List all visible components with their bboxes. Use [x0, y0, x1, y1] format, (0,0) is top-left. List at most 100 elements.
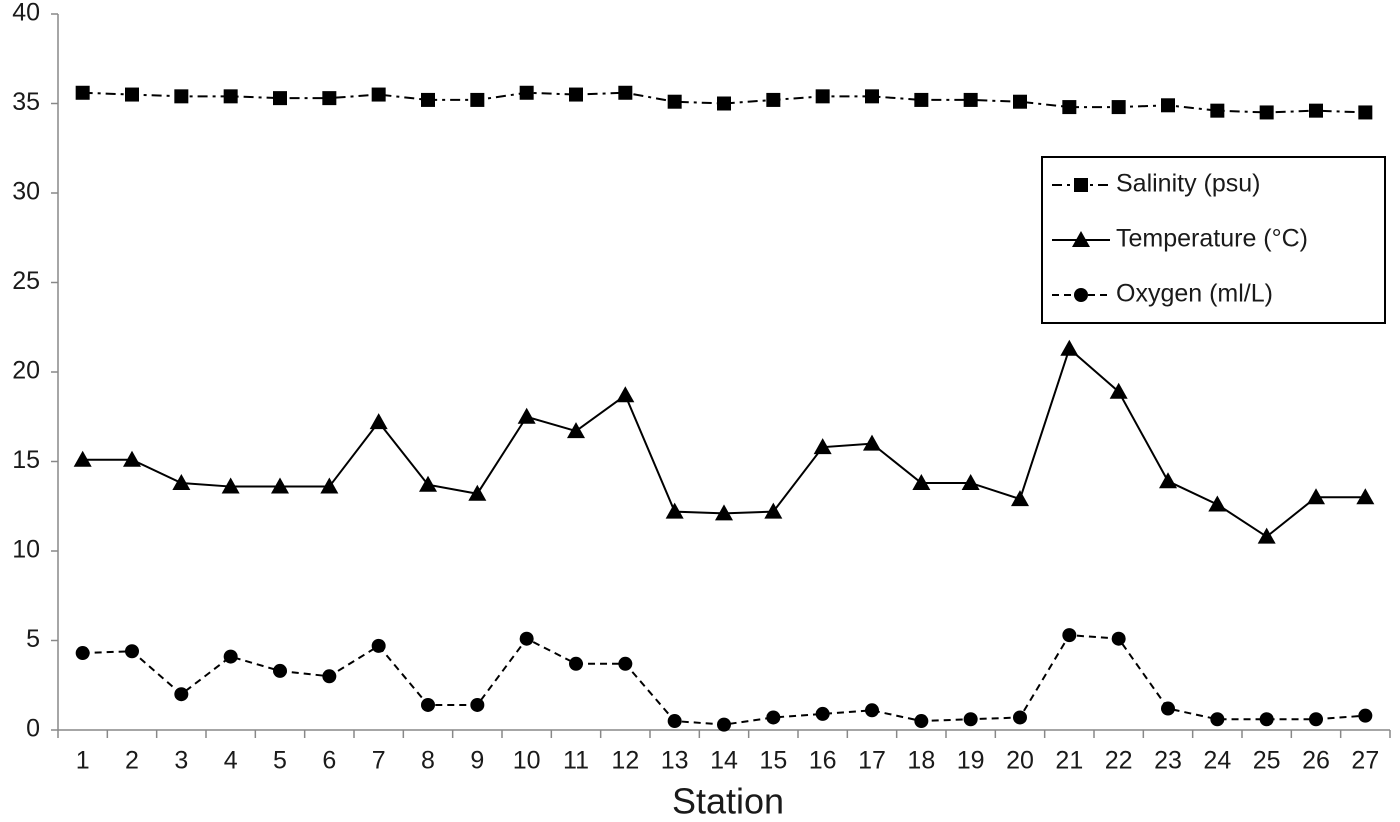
marker-triangle [715, 504, 733, 521]
marker-triangle [1356, 488, 1375, 505]
marker-triangle [813, 438, 832, 455]
marker-triangle [1011, 490, 1029, 507]
marker-square [1062, 100, 1077, 115]
marker-triangle [764, 502, 783, 519]
x-tick-label: 1 [76, 747, 90, 775]
x-tick-label: 24 [1203, 747, 1231, 775]
legend-marker [1074, 288, 1088, 302]
x-tick-label: 6 [322, 747, 336, 775]
y-tick-label: 5 [26, 625, 40, 653]
marker-circle [1259, 712, 1274, 727]
x-axis-label: Station [672, 781, 784, 822]
marker-square [174, 89, 189, 104]
legend-marker [1074, 178, 1088, 192]
marker-square [815, 89, 830, 104]
marker-circle [371, 638, 386, 653]
x-tick-label: 15 [759, 747, 787, 775]
marker-triangle [1208, 495, 1227, 512]
marker-circle [273, 663, 287, 678]
x-tick-label: 19 [957, 747, 985, 775]
y-tick-label: 25 [12, 267, 40, 295]
x-tick-label: 8 [421, 747, 435, 775]
marker-square [421, 92, 435, 107]
x-tick-label: 3 [174, 747, 188, 775]
marker-triangle [567, 422, 585, 439]
marker-square [766, 92, 781, 107]
marker-circle [1210, 712, 1225, 727]
x-tick-label: 2 [125, 747, 139, 775]
marker-square [914, 92, 929, 107]
marker-circle [1358, 708, 1373, 723]
marker-circle [421, 697, 435, 712]
marker-circle [865, 703, 879, 718]
marker-triangle [1159, 472, 1177, 489]
legend: Salinity (psu) Temperature (°C) Oxygen (ml… [1041, 156, 1386, 324]
marker-circle [75, 646, 90, 661]
marker-square [1210, 103, 1225, 118]
marker-triangle [616, 386, 635, 403]
y-tick-label: 35 [12, 88, 40, 116]
marker-circle [1161, 701, 1175, 716]
y-tick-label: 40 [12, 0, 40, 27]
marker-square [865, 89, 879, 104]
marker-triangle [863, 434, 881, 451]
x-tick-label: 13 [661, 747, 689, 775]
marker-circle [519, 631, 534, 646]
marker-circle [717, 717, 731, 732]
marker-square [371, 87, 386, 102]
x-tick-label: 17 [858, 747, 886, 775]
marker-circle [766, 710, 781, 725]
legend-marker [1072, 231, 1090, 247]
marker-triangle [517, 407, 536, 424]
marker-triangle [1060, 339, 1079, 356]
marker-circle [322, 669, 337, 684]
marker-square [519, 85, 534, 100]
x-tick-label: 14 [710, 747, 738, 775]
marker-square [569, 87, 583, 102]
marker-square [963, 92, 978, 107]
marker-circle [1062, 628, 1077, 643]
y-tick-label: 0 [26, 715, 40, 743]
x-tick-label: 23 [1154, 747, 1182, 775]
x-tick-label: 4 [224, 747, 238, 775]
marker-square [1309, 103, 1323, 118]
marker-square [1111, 100, 1126, 115]
series-line [82, 91, 1366, 114]
marker-triangle [912, 473, 931, 490]
marker-square [125, 87, 139, 102]
marker-circle [569, 656, 583, 671]
marker-circle [470, 697, 485, 712]
marker-circle [618, 656, 633, 671]
marker-triangle [172, 473, 191, 490]
x-tick-label: 27 [1351, 747, 1379, 775]
x-tick-label: 21 [1055, 747, 1083, 775]
marker-square [75, 85, 90, 100]
marker-triangle [320, 477, 339, 494]
x-tick-label: 9 [470, 747, 484, 775]
x-tick-label: 12 [611, 747, 639, 775]
marker-circle [125, 644, 139, 659]
marker-square [223, 89, 238, 104]
marker-circle [174, 687, 189, 702]
marker-triangle [961, 473, 980, 490]
marker-triangle [369, 413, 388, 430]
marker-circle [815, 706, 830, 721]
marker-triangle [1257, 527, 1276, 544]
x-tick-label: 26 [1302, 747, 1330, 775]
x-tick-label: 7 [372, 747, 386, 775]
legend-label: Oxygen (ml/L) [1116, 280, 1273, 308]
marker-triangle [123, 450, 141, 467]
marker-square [1013, 94, 1027, 109]
marker-square [618, 85, 633, 100]
x-tick-label: 10 [513, 747, 541, 775]
marker-square [273, 91, 287, 106]
marker-circle [1309, 712, 1323, 727]
marker-triangle [665, 502, 684, 519]
legend-label: Salinity (psu) [1116, 170, 1261, 198]
legend-label: Temperature (°C) [1116, 225, 1308, 253]
y-tick-label: 10 [12, 536, 40, 564]
x-tick-label: 18 [907, 747, 935, 775]
marker-square [667, 94, 682, 109]
marker-circle [667, 714, 682, 729]
y-tick-label: 15 [12, 446, 40, 474]
